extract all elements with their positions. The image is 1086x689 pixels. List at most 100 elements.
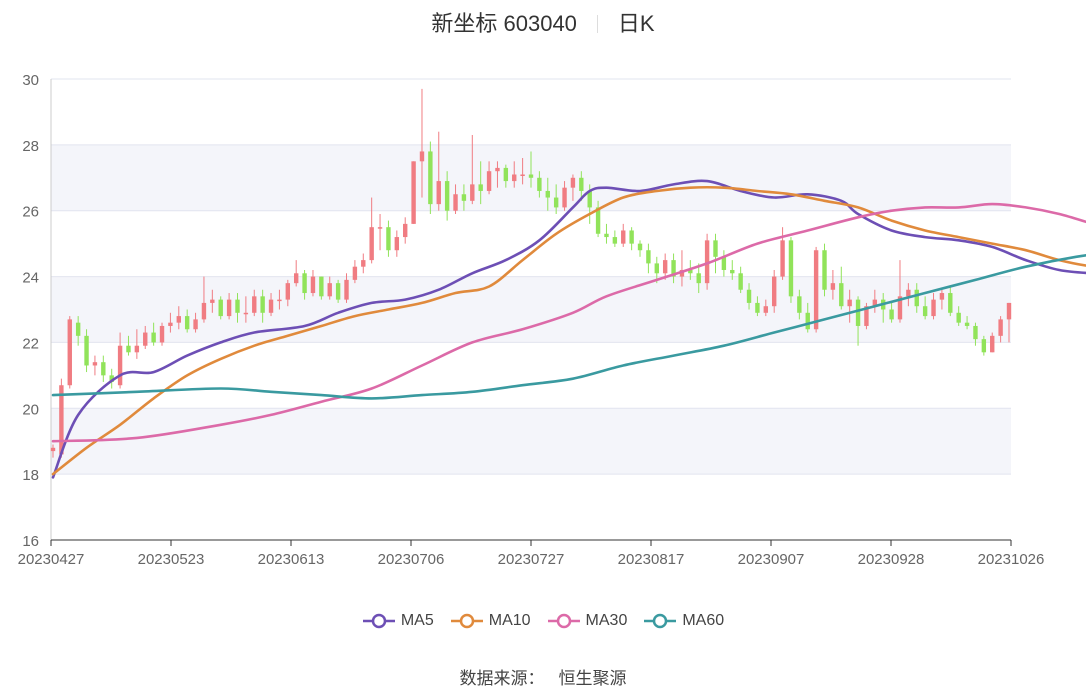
candle-body	[151, 332, 156, 343]
x-tick-label: 20231026	[978, 551, 1045, 568]
x-tick-label: 20230427	[18, 551, 85, 568]
legend-item-ma5[interactable]: MA5	[362, 612, 434, 630]
y-tick-label: 22	[22, 335, 39, 352]
candle-body	[621, 230, 626, 244]
candle-body	[755, 302, 760, 313]
candle-body	[252, 296, 257, 313]
candle-body	[470, 184, 475, 201]
candle-body	[662, 260, 668, 274]
candle-body	[797, 296, 802, 313]
candle-body	[495, 167, 500, 172]
legend-label: MA60	[682, 612, 725, 629]
x-tick-label: 20230523	[138, 551, 205, 568]
candle-body	[453, 194, 458, 211]
candle-body	[327, 283, 332, 297]
y-tick-label: 30	[22, 72, 39, 89]
candle-body	[671, 260, 676, 277]
candle-body	[218, 299, 223, 317]
grid-lines	[51, 78, 1011, 475]
candle-body	[763, 306, 769, 313]
candle-body	[109, 375, 114, 382]
candle-body	[897, 296, 903, 320]
legend-item-ma10[interactable]: MA10	[450, 612, 531, 630]
y-tick-label: 20	[22, 401, 39, 418]
candle-body	[503, 167, 509, 182]
x-tick-label: 20230928	[858, 551, 925, 568]
source-value: 恒生聚源	[558, 669, 627, 688]
legend-marker-dot	[459, 613, 474, 629]
candle-body	[771, 276, 777, 307]
candle-body	[746, 289, 752, 303]
candle-body	[847, 299, 852, 307]
candle-body	[914, 289, 919, 307]
plot-band	[51, 474, 1011, 540]
plot-band	[51, 210, 1011, 277]
candle-body	[143, 332, 148, 346]
candle-body	[906, 289, 911, 297]
legend-item-ma30[interactable]: MA30	[547, 612, 627, 630]
y-tick-label: 16	[22, 533, 39, 550]
candle-body	[67, 319, 72, 386]
candle-body	[193, 319, 198, 330]
candle-body	[587, 190, 592, 208]
source-label: 数据来源：	[459, 669, 545, 688]
candle-body	[243, 312, 249, 315]
candle-body	[604, 233, 609, 238]
candle-body	[964, 322, 970, 326]
candle-body	[411, 161, 416, 224]
candle-body	[922, 306, 928, 317]
candle-body	[855, 299, 861, 326]
candle-body	[226, 299, 232, 317]
candle-body	[637, 243, 643, 251]
candle-body	[973, 325, 978, 340]
legend-marker-dot	[556, 613, 571, 629]
candle-body	[948, 293, 953, 313]
candle-body	[570, 177, 576, 188]
candle-body	[813, 250, 819, 330]
candle-body	[361, 260, 366, 267]
candle-body	[872, 299, 878, 307]
candle-body	[998, 319, 1003, 336]
candle-body	[520, 174, 525, 176]
candle-body	[335, 283, 341, 300]
legend-label: MA5	[400, 612, 434, 629]
candle-body	[403, 223, 408, 238]
candle-body	[277, 299, 282, 302]
candle-body	[889, 309, 894, 320]
candle-body	[126, 345, 131, 353]
series-line-ma5	[51, 179, 1086, 479]
candle-body	[377, 227, 383, 229]
candle-body	[956, 312, 961, 323]
candles	[50, 88, 1012, 458]
plot-band	[51, 79, 1011, 145]
candle-body	[537, 177, 542, 191]
candle-body	[428, 151, 433, 205]
candle-body	[805, 312, 810, 330]
candle-body	[553, 197, 559, 208]
candle-body	[780, 240, 785, 277]
ma-lines	[51, 179, 1086, 479]
y-tick-label: 26	[22, 204, 39, 221]
candle-body	[730, 269, 735, 274]
candle-body	[579, 177, 584, 191]
candle-body	[713, 240, 718, 257]
legend-marker-dot	[653, 613, 668, 629]
legend-item-ma60[interactable]: MA60	[643, 612, 724, 630]
y-tick-label: 18	[22, 467, 39, 484]
candle-body	[168, 322, 173, 326]
legend-marker-icon	[362, 613, 395, 629]
candle-body	[59, 385, 64, 455]
candle-body	[939, 293, 945, 300]
candle-body	[721, 256, 727, 270]
candle-body	[184, 316, 190, 330]
candle-body	[545, 190, 550, 198]
candle-body	[931, 299, 936, 317]
y-tick-label: 28	[22, 138, 39, 155]
candle-body	[528, 174, 534, 178]
candle-body	[512, 174, 517, 182]
plot-band	[51, 408, 1011, 475]
candle-body	[117, 345, 123, 386]
candle-body	[210, 299, 215, 303]
candle-body	[75, 322, 81, 336]
candle-body	[696, 273, 701, 284]
